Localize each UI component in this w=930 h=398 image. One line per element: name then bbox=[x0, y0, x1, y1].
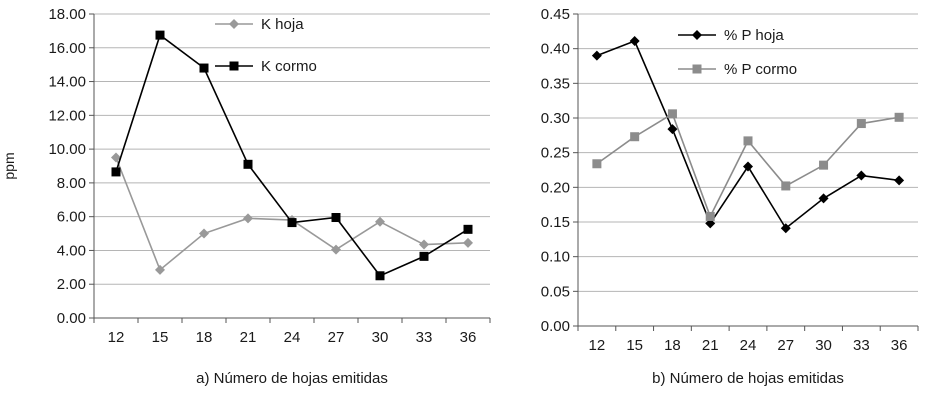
x-tick-label: 18 bbox=[196, 329, 213, 346]
data-point bbox=[375, 271, 385, 281]
x-tick-label: 24 bbox=[740, 337, 757, 354]
data-point bbox=[819, 160, 829, 170]
x-tick-label: 27 bbox=[777, 337, 794, 354]
y-tick-label: 16.00 bbox=[48, 40, 86, 57]
data-point bbox=[463, 224, 473, 234]
data-point bbox=[419, 251, 429, 261]
data-point bbox=[199, 63, 209, 73]
series-line bbox=[115, 157, 469, 272]
y-tick-label: 0.35 bbox=[541, 75, 570, 92]
x-tick-label: 24 bbox=[284, 329, 301, 346]
y-tick-label: 0.05 bbox=[541, 283, 570, 300]
x-tick-label: 30 bbox=[815, 337, 832, 354]
legend-marker bbox=[229, 19, 239, 29]
legend-marker bbox=[692, 30, 702, 40]
x-tick-label: 15 bbox=[626, 337, 643, 354]
x-tick-label: 21 bbox=[240, 329, 257, 346]
data-point bbox=[331, 244, 341, 255]
data-point bbox=[419, 239, 429, 250]
y-tick-label: 4.00 bbox=[57, 242, 86, 259]
chart-caption: b) Número de hojas emitidas bbox=[652, 370, 844, 387]
y-tick-label: 6.00 bbox=[57, 209, 86, 226]
y-tick-label: 0.00 bbox=[57, 310, 86, 327]
data-point bbox=[243, 213, 253, 224]
chart-caption: a) Número de hojas emitidas bbox=[196, 370, 388, 387]
data-point bbox=[894, 112, 904, 122]
data-point bbox=[331, 213, 341, 223]
data-point bbox=[155, 30, 165, 40]
y-tick-label: 0.20 bbox=[541, 179, 570, 196]
legend-label: % P cormo bbox=[724, 61, 797, 78]
data-point bbox=[111, 152, 121, 163]
data-point bbox=[591, 50, 602, 61]
x-tick-label: 36 bbox=[891, 337, 908, 354]
data-point bbox=[781, 181, 791, 191]
x-tick-label: 33 bbox=[853, 337, 870, 354]
y-axis-label: ppm bbox=[1, 152, 17, 179]
legend-label: K cormo bbox=[261, 58, 317, 75]
y-tick-label: 0.00 bbox=[541, 318, 570, 335]
y-tick-label: 0.10 bbox=[541, 249, 570, 266]
x-tick-label: 12 bbox=[589, 337, 606, 354]
x-tick-label: 15 bbox=[152, 329, 169, 346]
x-tick-label: 21 bbox=[702, 337, 719, 354]
x-tick-label: 12 bbox=[108, 329, 125, 346]
data-point bbox=[243, 159, 253, 169]
data-point bbox=[630, 132, 640, 142]
data-point bbox=[375, 216, 385, 227]
x-tick-label: 18 bbox=[664, 337, 681, 354]
y-tick-label: 0.40 bbox=[541, 41, 570, 58]
data-point bbox=[155, 264, 165, 275]
data-point bbox=[894, 175, 905, 186]
data-point bbox=[705, 211, 715, 221]
data-point bbox=[667, 109, 677, 119]
data-point bbox=[463, 237, 473, 248]
legend-marker bbox=[692, 64, 702, 74]
chart-b: 0.00 0.05 0.10 0.15 0.20 0.25 0.30 0.35 0.40 0.45… bbox=[541, 6, 919, 387]
y-tick-label: 2.00 bbox=[57, 276, 86, 293]
legend-label: K hoja bbox=[261, 16, 304, 33]
data-point bbox=[818, 193, 829, 204]
x-tick-label: 27 bbox=[328, 329, 345, 346]
data-point bbox=[287, 218, 297, 228]
data-point bbox=[780, 223, 791, 234]
data-point bbox=[856, 170, 867, 181]
data-point bbox=[856, 119, 866, 129]
data-point bbox=[592, 159, 602, 169]
data-point bbox=[743, 161, 753, 172]
data-point bbox=[629, 36, 640, 47]
y-tick-label: 18.00 bbox=[48, 6, 86, 23]
y-tick-label: 0.15 bbox=[541, 214, 570, 231]
legend-marker bbox=[229, 61, 239, 71]
x-tick-label: 30 bbox=[372, 329, 389, 346]
y-tick-label: 0.25 bbox=[541, 145, 570, 162]
x-tick-label: 36 bbox=[460, 329, 477, 346]
x-tick-label: 33 bbox=[416, 329, 433, 346]
y-tick-label: 14.00 bbox=[48, 74, 86, 91]
data-point bbox=[667, 124, 678, 135]
y-tick-label: 8.00 bbox=[57, 175, 86, 192]
data-point bbox=[743, 136, 753, 146]
y-tick-label: 0.30 bbox=[541, 110, 570, 127]
chart-a: 0.00 2.00 4.00 6.00 8.00 10.00 12.00 14.00 16.00… bbox=[1, 6, 491, 387]
legend-label: % P hoja bbox=[724, 27, 784, 44]
y-tick-label: 0.45 bbox=[541, 6, 570, 23]
data-point bbox=[111, 167, 121, 177]
y-tick-label: 12.00 bbox=[48, 107, 86, 124]
y-tick-label: 10.00 bbox=[48, 141, 86, 158]
data-point bbox=[199, 228, 209, 239]
